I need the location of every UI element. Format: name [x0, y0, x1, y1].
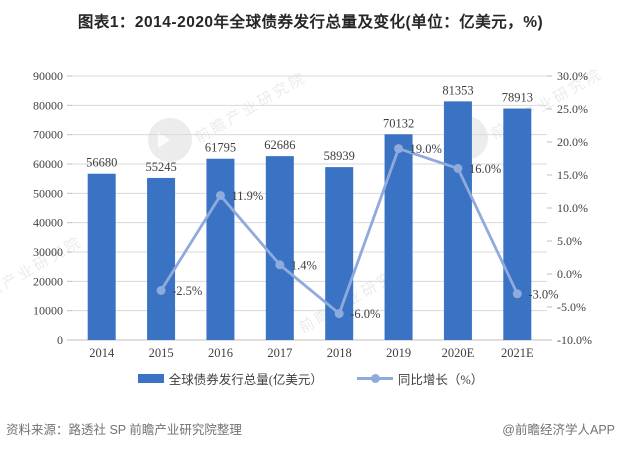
growth-marker-2019	[394, 144, 404, 154]
right-axis-tick-label: 10.0%	[557, 201, 588, 215]
bar-2017	[265, 156, 294, 340]
growth-value-label: -2.5%	[172, 284, 202, 298]
growth-marker-2017	[275, 260, 285, 270]
left-axis-tick-label: 70000	[33, 128, 63, 142]
growth-marker-2016	[215, 190, 225, 200]
right-axis-tick-label: 15.0%	[557, 168, 588, 182]
growth-marker-2021E	[512, 289, 522, 299]
legend-item-total-issuance: 全球债券发行总量(亿美元）	[137, 369, 323, 388]
left-axis-tick-label: 20000	[33, 274, 63, 288]
growth-value-label: -6.0%	[350, 307, 380, 321]
growth-value-label: 19.0%	[410, 142, 442, 156]
legend: 全球债券发行总量(亿美元） 同比增长（%）	[0, 369, 621, 388]
growth-marker-2015	[156, 286, 166, 295]
left-axis-tick-label: 90000	[33, 69, 63, 83]
growth-value-label: 1.4%	[291, 258, 317, 272]
legend-label-total-issuance: 全球债券发行总量(亿美元）	[168, 373, 323, 387]
x-axis-category-label: 2021E	[501, 346, 534, 360]
x-axis-category-label: 2016	[208, 346, 233, 360]
right-axis-tick-label: 20.0%	[557, 135, 588, 149]
bar-value-label: 56680	[86, 156, 117, 170]
growth-value-label: 11.9%	[231, 189, 263, 203]
bar-2014	[87, 173, 116, 340]
legend-label-yoy-growth: 同比增长（%）	[397, 373, 484, 387]
x-axis-category-label: 2017	[267, 346, 292, 360]
left-axis-tick-label: 80000	[33, 98, 63, 112]
growth-value-label: 16.0%	[469, 162, 501, 176]
x-axis-category-label: 2019	[386, 346, 411, 360]
right-axis-tick-label: 30.0%	[557, 69, 588, 83]
bar-swatch-icon	[137, 374, 164, 383]
legend-item-yoy-growth: 同比增长（%）	[356, 369, 484, 388]
bar-value-label: 61795	[205, 141, 236, 155]
x-axis-category-label: 2018	[327, 346, 352, 360]
right-axis-tick-label: -10.0%	[557, 333, 592, 347]
footer: 资料来源：路透社 SP 前瞻产业研究院整理 @前瞻经济学人APP	[0, 419, 621, 438]
brand-note: @前瞻经济学人APP	[502, 423, 615, 437]
bar-2015	[147, 177, 176, 340]
bar-2020E	[443, 101, 472, 340]
right-axis-tick-label: 25.0%	[557, 102, 588, 116]
line-swatch-icon	[356, 374, 393, 383]
bar-value-label: 62686	[264, 138, 295, 152]
left-axis-tick-label: 40000	[33, 216, 63, 230]
growth-marker-2020E	[453, 163, 463, 173]
x-axis-category-label: 2014	[89, 346, 115, 360]
x-axis-category-label: 2020E	[442, 346, 475, 360]
bar-2019	[384, 134, 413, 340]
growth-marker-2018	[334, 309, 344, 319]
x-axis-category-label: 2015	[149, 346, 174, 360]
bar-value-label: 55245	[145, 160, 176, 174]
bar-2021E	[503, 108, 532, 340]
chart-canvas: 0 10000 20000 30000 40000 50000 60000 70000 8000…	[33, 69, 592, 360]
right-axis-tick-label: -5.0%	[557, 300, 586, 314]
bar-value-label: 70132	[383, 116, 414, 130]
left-axis-tick-label: 0	[57, 333, 63, 347]
source-note: 资料来源：路透社 SP 前瞻产业研究院整理	[6, 423, 242, 437]
bar-value-label: 81353	[442, 83, 473, 97]
bar-value-label: 58939	[324, 149, 355, 163]
left-axis-tick-label: 50000	[33, 186, 63, 200]
chart-title: 图表1：2014-2020年全球债券发行总量及变化(单位：亿美元，%)	[77, 14, 544, 31]
growth-value-label: -3.0%	[528, 287, 558, 301]
bar-value-label: 78913	[502, 91, 533, 105]
right-axis-tick-label: 5.0%	[557, 234, 582, 248]
line-marker-icon	[370, 374, 380, 383]
left-axis-tick-label: 30000	[33, 245, 63, 259]
bar-2016	[206, 158, 235, 340]
right-axis-tick-label: 0.0%	[557, 267, 582, 281]
left-axis-tick-label: 10000	[33, 304, 63, 318]
left-axis-tick-label: 60000	[33, 157, 63, 171]
